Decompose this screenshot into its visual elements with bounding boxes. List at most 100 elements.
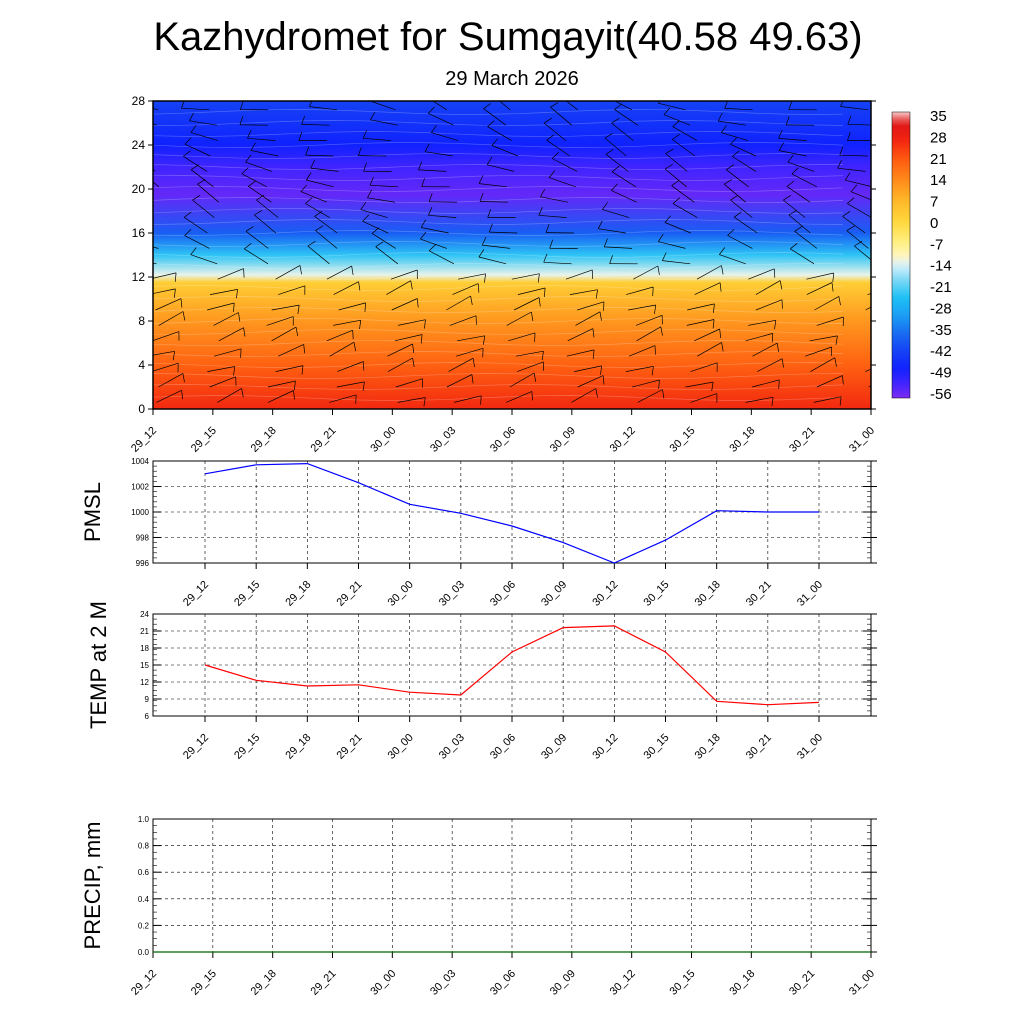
- wind-barb-flag: [549, 239, 554, 249]
- wind-barb-shaft: [664, 222, 691, 234]
- wind-barb-shaft: [745, 396, 774, 403]
- wind-barb: [487, 120, 512, 141]
- wind-barb-flag: [486, 156, 493, 165]
- wind-barb: [213, 312, 241, 326]
- wind-barb: [386, 280, 413, 295]
- wind-barb: [672, 197, 698, 218]
- wind-barb: [672, 134, 696, 157]
- colorbar-label: -35: [930, 322, 952, 339]
- wind-barb: [865, 368, 871, 372]
- wind-barb: [153, 362, 179, 373]
- wind-barb-shaft: [540, 196, 568, 203]
- wind-barb: [190, 124, 218, 141]
- contour-line: [153, 274, 844, 280]
- wind-barb-flag: [369, 176, 374, 186]
- wind-barbs: [123, 101, 892, 407]
- wind-barb-shaft: [371, 233, 396, 249]
- wind-barb-flag: [890, 297, 892, 306]
- wind-barb: [207, 366, 236, 376]
- wind-barb: [300, 184, 327, 203]
- wind-barb-flag: [423, 397, 426, 407]
- wind-barb: [778, 142, 807, 157]
- wind-barb-flag: [410, 280, 413, 290]
- wind-barb-flag: [315, 225, 324, 231]
- contour-line: [153, 142, 844, 148]
- wind-barb-flag: [183, 211, 192, 218]
- wind-barb-shaft: [153, 288, 176, 294]
- wind-barb-shaft: [454, 395, 482, 403]
- wind-barb-flag: [717, 112, 723, 122]
- wind-barb-flag: [359, 320, 362, 330]
- wind-barb-flag: [190, 247, 197, 255]
- wind-barb-shaft: [428, 214, 457, 218]
- wind-barb-flag: [786, 180, 795, 187]
- y-tick-label: 8: [138, 314, 145, 328]
- wind-barb-flag: [360, 201, 367, 210]
- wind-barb: [672, 120, 698, 141]
- wind-barb: [326, 329, 354, 342]
- wind-barb-flag: [301, 365, 304, 375]
- wind-barb-shaft: [611, 122, 634, 141]
- wind-barb: [248, 180, 272, 203]
- wind-barb-flag: [483, 335, 486, 345]
- wind-barb: [694, 282, 722, 295]
- y-tick-label: 0.4: [138, 895, 150, 904]
- contour-line: [153, 362, 844, 368]
- wind-barb-flag: [599, 311, 602, 321]
- wind-barb-shaft: [394, 334, 423, 342]
- wind-barb: [757, 358, 784, 372]
- wind-barb: [719, 247, 746, 265]
- wind-barb-shaft: [724, 108, 753, 111]
- wind-barb-shaft: [362, 220, 389, 234]
- wind-barb-flag: [652, 286, 654, 297]
- wind-barb: [418, 161, 447, 172]
- wind-barb: [267, 380, 296, 390]
- wind-barb-flag: [484, 273, 486, 283]
- x-tick-label: 31_00: [847, 425, 877, 455]
- wind-barb-flag: [604, 133, 613, 139]
- wind-barb: [458, 273, 486, 283]
- wind-barb-shaft: [543, 261, 572, 265]
- wind-barb-shaft: [307, 245, 330, 265]
- wind-barb: [209, 376, 237, 388]
- wind-barb-flag: [665, 148, 674, 154]
- contour-line: [153, 164, 843, 170]
- wind-barb-shaft: [635, 314, 663, 326]
- wind-barb-flag: [184, 229, 192, 236]
- wind-barb-flag: [362, 214, 370, 222]
- wind-barb: [278, 285, 306, 295]
- wind-barb-shaft: [209, 376, 236, 388]
- wind-barb: [123, 198, 147, 218]
- wind-barb-flag: [477, 283, 480, 293]
- wind-barb-flag: [545, 224, 550, 233]
- wind-barb-shaft: [837, 167, 866, 172]
- wind-barb-flag: [428, 106, 435, 114]
- y-axis-label: TEMP at 2 M: [86, 601, 111, 729]
- wind-barb: [785, 116, 815, 126]
- wind-barb: [661, 252, 691, 265]
- wind-barb-shaft: [787, 161, 815, 172]
- wind-barb-shaft: [727, 235, 753, 249]
- wind-barb-shaft: [665, 153, 688, 172]
- wind-barb: [153, 246, 159, 249]
- wind-barb: [603, 238, 633, 249]
- colorbar-label: 7: [930, 194, 938, 211]
- wind-barb: [363, 162, 392, 172]
- wind-barb-flag: [184, 137, 192, 145]
- wind-barb-shaft: [790, 248, 815, 265]
- wind-barb: [805, 346, 833, 357]
- wind-barb-flag: [719, 328, 722, 339]
- wind-barb-shaft: [694, 328, 720, 342]
- wind-barb-shaft: [672, 126, 698, 141]
- pmsl-panel: 996 998 1000 1002 1004 29_12 29_15 29_18 29_21 30…: [80, 457, 877, 609]
- wind-barb-shaft: [153, 362, 179, 372]
- wind-barb-shaft: [266, 316, 294, 326]
- figure-subtitle: 29 March 2026: [445, 68, 578, 90]
- wind-barb-shaft: [256, 199, 279, 218]
- wind-barb-flag: [174, 272, 177, 282]
- wind-barb-flag: [713, 303, 715, 313]
- wind-barb: [479, 192, 509, 203]
- wind-barb-shaft: [449, 315, 477, 326]
- wind-barb-shaft: [217, 268, 244, 280]
- wind-barb-flag: [846, 225, 855, 231]
